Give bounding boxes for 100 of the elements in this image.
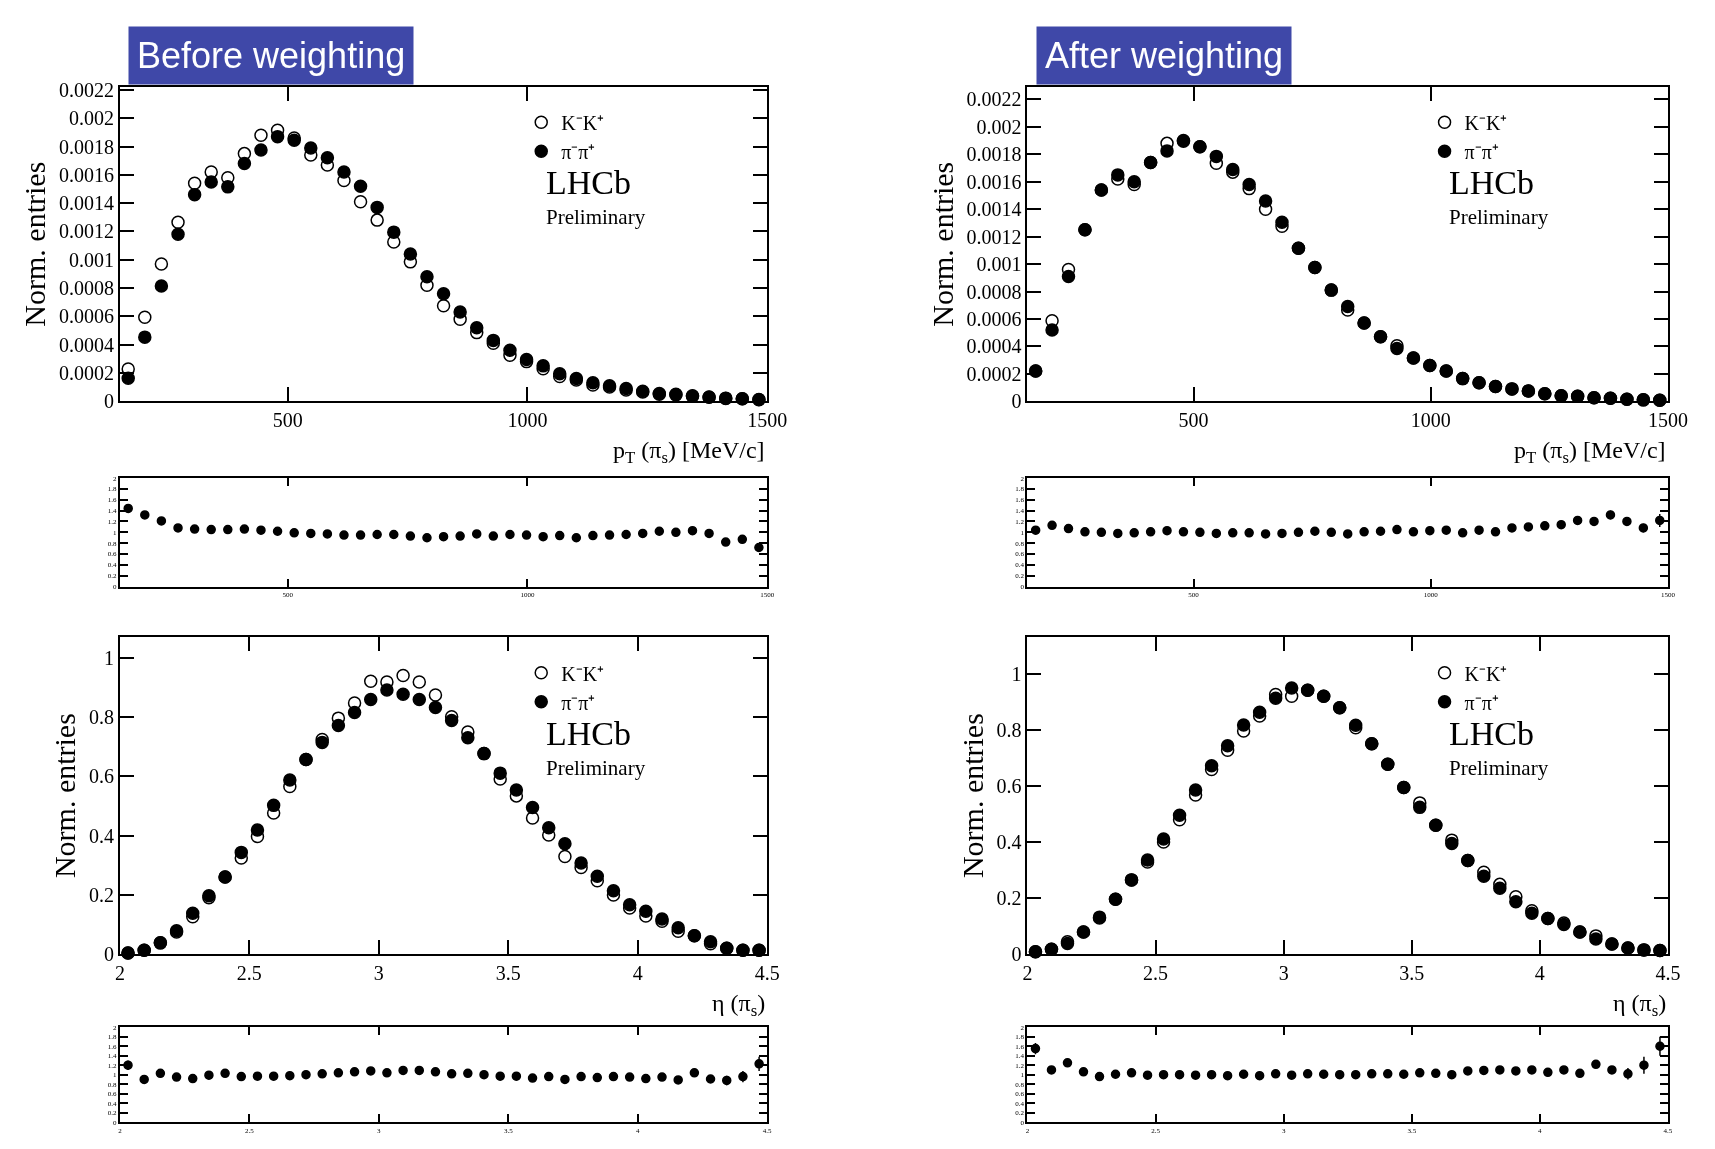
point	[1639, 1060, 1649, 1070]
point	[509, 783, 524, 797]
point	[1111, 168, 1125, 182]
point	[654, 526, 665, 536]
point	[320, 151, 335, 165]
point	[1425, 525, 1435, 536]
point	[1206, 1069, 1217, 1080]
y-tick-label: 0.2	[996, 886, 1022, 909]
point	[187, 176, 202, 191]
point	[1527, 1065, 1537, 1075]
point	[1113, 528, 1123, 539]
x-tick-label: 4	[632, 961, 643, 984]
point	[1413, 800, 1427, 815]
point	[1268, 691, 1283, 705]
point	[414, 1065, 425, 1076]
point	[1096, 527, 1107, 538]
point	[283, 773, 297, 787]
point	[138, 330, 152, 344]
annotation: Preliminary	[546, 756, 646, 780]
point	[256, 525, 266, 535]
point	[266, 798, 281, 813]
point	[463, 1068, 473, 1079]
y-tick-label: 0.0002	[966, 362, 1022, 385]
x-tick-label: 2.5	[1143, 961, 1169, 984]
point	[1342, 529, 1353, 539]
point	[333, 1068, 344, 1078]
point	[1275, 215, 1289, 229]
point	[737, 534, 748, 545]
point	[622, 897, 637, 912]
point	[1382, 1069, 1393, 1079]
point	[538, 531, 548, 542]
point	[1490, 527, 1501, 537]
point	[1045, 313, 1059, 328]
point	[1228, 528, 1238, 538]
point	[1334, 1069, 1345, 1080]
point	[187, 1073, 198, 1084]
y-tick-label: 0.002	[976, 115, 1022, 138]
point	[1236, 718, 1251, 732]
y-tick-label: 1	[103, 647, 114, 670]
point	[704, 528, 714, 539]
point	[738, 1071, 748, 1082]
point	[574, 856, 588, 870]
point	[1211, 528, 1222, 539]
point	[1605, 510, 1616, 520]
point	[471, 529, 482, 539]
point	[1078, 1067, 1089, 1077]
annotation: Preliminary	[1449, 756, 1549, 780]
point	[234, 845, 249, 860]
point	[204, 175, 218, 189]
point	[527, 1073, 538, 1083]
point	[1326, 527, 1337, 538]
point	[1158, 1069, 1169, 1080]
x-tick-label: 500	[272, 409, 303, 432]
x-tick-label: 4	[1534, 961, 1545, 984]
x-tick-label: 3	[1278, 961, 1289, 984]
point	[1142, 1070, 1153, 1080]
point	[138, 310, 152, 324]
point	[455, 531, 465, 541]
point	[1080, 527, 1090, 537]
y-tick-label: 0.001	[68, 248, 114, 271]
point	[387, 225, 401, 239]
y-tick-label: 0.8	[88, 706, 114, 729]
point	[254, 143, 268, 157]
point	[444, 713, 459, 728]
point	[1523, 522, 1534, 532]
point	[1302, 1069, 1313, 1079]
x-tick-label: 1000	[507, 409, 548, 432]
annotation: Preliminary	[546, 205, 646, 229]
annotation: Preliminary	[1449, 205, 1549, 229]
point	[1204, 758, 1219, 773]
point	[671, 921, 685, 935]
x-tick-label: 1000	[1410, 409, 1451, 432]
point	[624, 1072, 635, 1082]
point	[705, 1074, 716, 1084]
point	[657, 1072, 667, 1082]
y-tick-label: 0.0002	[58, 361, 114, 384]
point	[285, 1070, 295, 1081]
point	[1399, 1069, 1409, 1079]
point	[469, 320, 484, 335]
point	[171, 227, 185, 241]
y-tick-label: 0.0016	[966, 170, 1022, 193]
y-tick-label: 0.0022	[58, 78, 114, 101]
x-tick-label: 3.5	[495, 961, 521, 984]
point	[339, 530, 349, 540]
y-tick-label: 0.8	[996, 718, 1022, 741]
point	[436, 286, 451, 301]
point	[1220, 739, 1235, 753]
point	[592, 1072, 603, 1083]
point	[1063, 523, 1074, 534]
point	[1375, 526, 1386, 536]
point	[140, 510, 150, 520]
point	[1463, 1066, 1473, 1076]
point	[156, 516, 167, 526]
y-axis-title: Norm. entries	[48, 713, 82, 879]
point	[420, 269, 434, 284]
point	[1474, 525, 1484, 535]
point	[1575, 1068, 1585, 1079]
point	[590, 869, 605, 884]
annotation: LHCb	[546, 715, 631, 752]
point	[1479, 1065, 1489, 1076]
